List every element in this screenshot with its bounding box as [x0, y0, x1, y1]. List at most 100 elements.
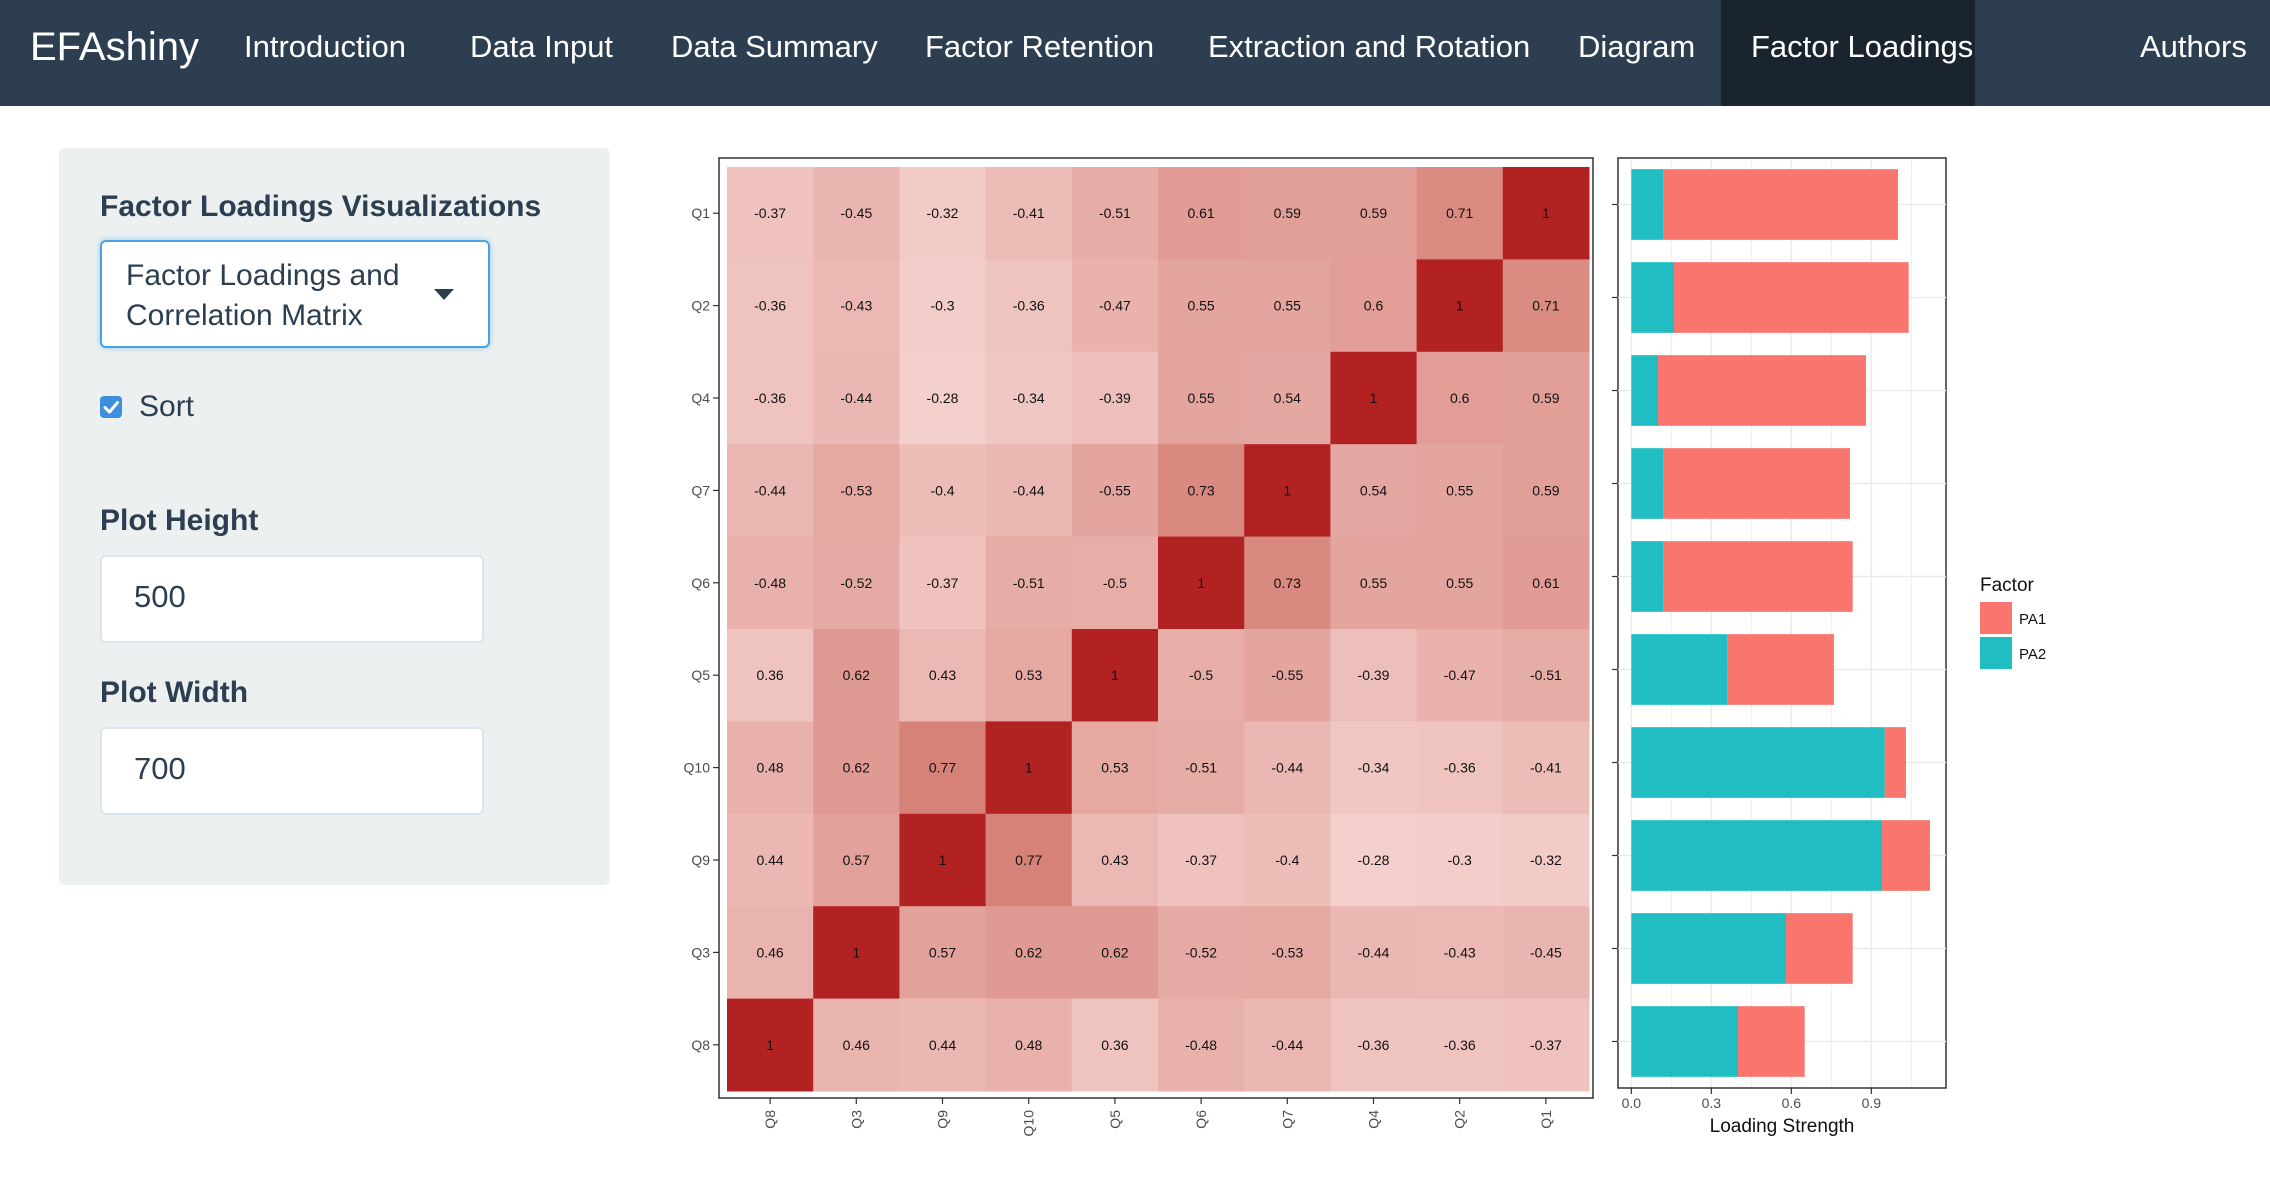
heatmap-cell-label: -0.34 — [1013, 390, 1045, 406]
heatmap-cell — [899, 444, 987, 538]
heatmap-cell-label: -0.37 — [754, 205, 786, 221]
heatmap-cell — [1071, 259, 1159, 353]
heatmap-cell — [985, 259, 1073, 353]
nav-data-summary[interactable]: Data Summary — [671, 29, 878, 64]
heatmap-row-label: Q1 — [691, 205, 710, 221]
legend-label-pa2: PA2 — [2019, 646, 2046, 663]
heatmap-cell — [899, 813, 987, 907]
heatmap-cell-label: 1 — [1197, 575, 1205, 591]
heatmap-row-label: Q6 — [691, 575, 710, 591]
heatmap-cell-label: -0.32 — [1530, 852, 1562, 868]
heatmap-cell-label: -0.36 — [1013, 298, 1045, 314]
heatmap-cell — [1244, 536, 1331, 630]
loading-bar-pa2 — [1631, 262, 1674, 333]
nav-introduction[interactable]: Introduction — [244, 29, 406, 64]
heatmap-cell-label: -0.34 — [1358, 760, 1390, 776]
heatmap-cell-label: -0.44 — [754, 482, 786, 498]
heatmap-cell-label: -0.45 — [840, 205, 872, 221]
heatmap-cell — [813, 629, 900, 722]
heatmap-cell — [1244, 167, 1331, 260]
heatmap-cell — [813, 351, 900, 445]
heatmap-cell-label: 0.53 — [1015, 667, 1042, 683]
heatmap-cell — [1502, 721, 1590, 815]
loading-bar-pa2 — [1631, 169, 1664, 240]
heatmap-cell — [985, 167, 1073, 260]
heatmap-cell — [899, 351, 987, 445]
heatmap-col-label: Q3 — [848, 1110, 864, 1129]
heatmap-cell — [899, 998, 987, 1092]
heatmap-cell-label: 1 — [852, 944, 860, 960]
loading-bar-pa1 — [1727, 634, 1834, 705]
heatmap-cell-label: 0.6 — [1364, 298, 1384, 314]
heatmap-cell-label: 0.59 — [1532, 390, 1559, 406]
heatmap-cell — [1502, 259, 1590, 353]
heatmap-cell — [1416, 536, 1504, 630]
nav-diagram[interactable]: Diagram — [1578, 29, 1696, 64]
heatmap-cell — [899, 536, 987, 630]
heatmap-cell — [1330, 351, 1418, 445]
heatmap-cell-label: -0.44 — [1358, 944, 1390, 960]
viz-select-value: Factor Loadings and Correlation Matrix — [126, 259, 400, 332]
heatmap-cell — [1330, 998, 1418, 1092]
chevron-down-icon — [434, 289, 454, 300]
heatmap-col-label: Q5 — [1107, 1110, 1123, 1129]
heatmap-cell — [727, 259, 814, 353]
heatmap-cell — [985, 998, 1073, 1092]
heatmap-cell — [813, 813, 900, 907]
heatmap-cell-label: -0.53 — [1271, 944, 1303, 960]
heatmap-cell — [1158, 629, 1245, 722]
heatmap-cell-label: 0.6 — [1450, 390, 1470, 406]
heatmap-cell — [1502, 813, 1590, 907]
heatmap-cell-label: -0.44 — [1013, 482, 1045, 498]
heatmap-cell — [727, 721, 814, 815]
heatmap-cell-label: 0.62 — [1015, 944, 1042, 960]
heatmap-cell-label: 0.55 — [1446, 575, 1473, 591]
plot-height-input[interactable]: 500 — [100, 555, 484, 643]
heatmap-cell — [1502, 536, 1590, 630]
heatmap-cell-label: 1 — [1283, 482, 1291, 498]
heatmap-cell — [1244, 721, 1331, 815]
heatmap-cell — [1416, 906, 1504, 1000]
heatmap-cell — [1071, 629, 1159, 722]
heatmap-cell — [1330, 259, 1418, 353]
heatmap-cell — [1330, 629, 1418, 722]
loading-bar-pa1 — [1738, 1006, 1805, 1077]
heatmap-cell — [1244, 813, 1331, 907]
heatmap-cell — [1502, 998, 1590, 1092]
nav-data-input[interactable]: Data Input — [470, 29, 614, 64]
loading-x-tick-label: 0.6 — [1782, 1095, 1802, 1111]
heatmap-row-label: Q3 — [691, 944, 710, 960]
brand-logo[interactable]: EFAshiny — [30, 25, 199, 69]
heatmap-cell — [727, 998, 814, 1092]
heatmap-cell — [1416, 629, 1504, 722]
heatmap-cell-label: 0.59 — [1532, 482, 1559, 498]
heatmap-cell-label: 0.62 — [843, 667, 870, 683]
heatmap-cell-label: -0.36 — [754, 298, 786, 314]
heatmap-col-label: Q1 — [1538, 1110, 1554, 1129]
heatmap-col-label: Q2 — [1452, 1110, 1468, 1129]
heatmap-cell-label: -0.32 — [927, 205, 959, 221]
heatmap-cell — [1416, 259, 1504, 353]
plot-width-input[interactable]: 700 — [100, 727, 484, 815]
nav-factor-loadings[interactable]: Factor Loadings — [1721, 0, 1975, 106]
heatmap-cell — [1244, 259, 1331, 353]
nav-extraction-rotation[interactable]: Extraction and Rotation — [1208, 29, 1531, 64]
heatmap-cell — [1330, 813, 1418, 907]
heatmap-cell-label: -0.44 — [1271, 1037, 1303, 1053]
sort-checkbox[interactable] — [100, 396, 122, 418]
viz-select[interactable]: Factor Loadings and Correlation Matrix — [100, 240, 490, 348]
heatmap-cell — [985, 629, 1073, 722]
nav-factor-retention[interactable]: Factor Retention — [925, 29, 1155, 64]
heatmap-cell — [1416, 444, 1504, 538]
nav-authors[interactable]: Authors — [2140, 29, 2247, 64]
heatmap-cell — [1158, 998, 1245, 1092]
heatmap-cell — [1244, 351, 1331, 445]
loading-bar-pa1 — [1663, 541, 1853, 612]
loading-bar-pa1 — [1882, 820, 1930, 891]
heatmap-cell — [899, 259, 987, 353]
heatmap-cell-label: -0.55 — [1271, 667, 1303, 683]
heatmap-cell-label: 1 — [1542, 205, 1550, 221]
heatmap-cell — [1502, 444, 1590, 538]
heatmap-cell-label: -0.55 — [1099, 482, 1131, 498]
plot-height-value: 500 — [134, 579, 186, 614]
